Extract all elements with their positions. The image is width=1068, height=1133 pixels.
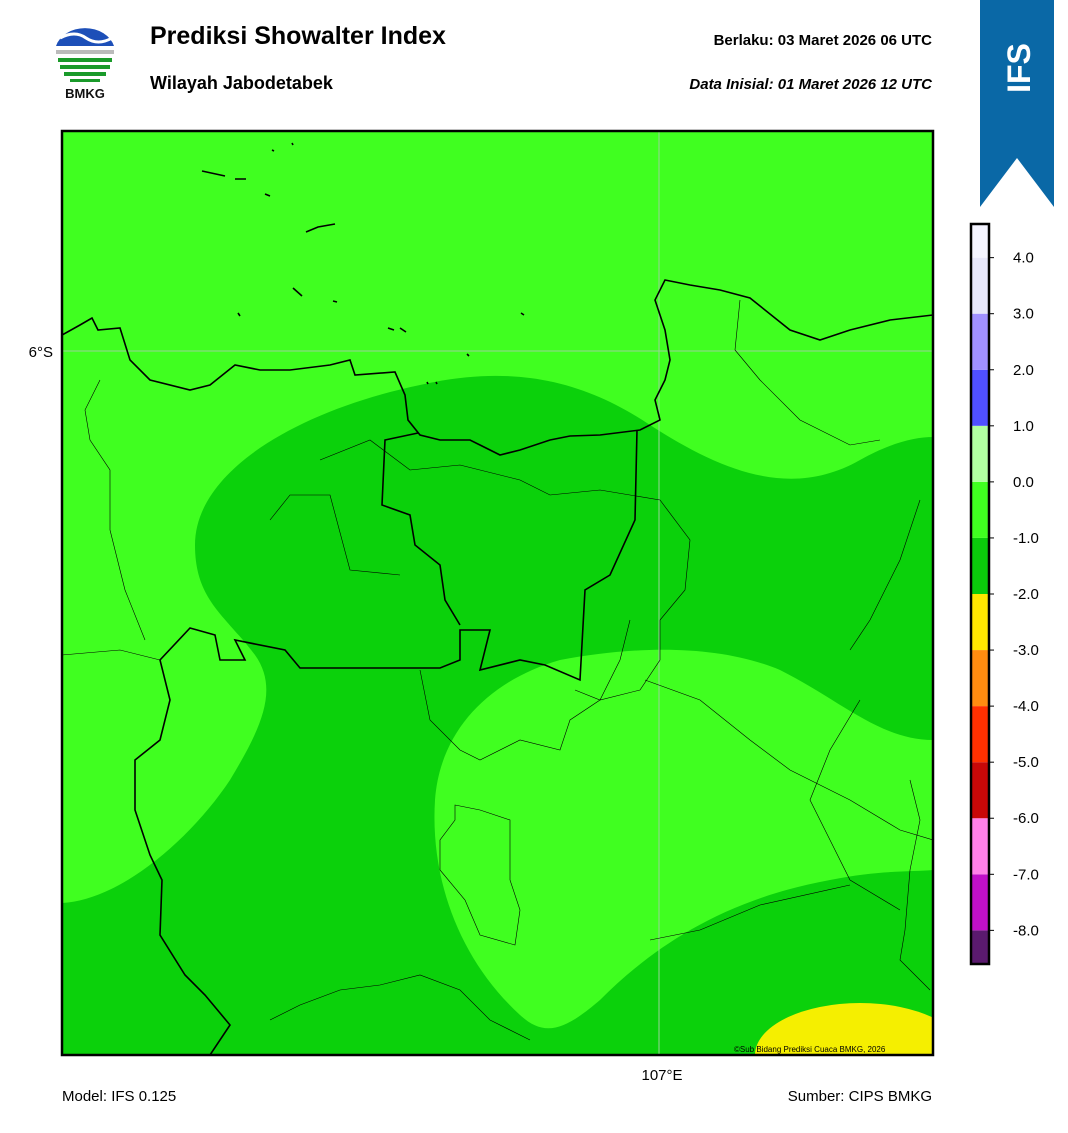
colorbar-tick-label: 4.0 [1013,250,1034,267]
model-info: Model: IFS 0.125 [62,1088,176,1105]
colorbar-tick-label: 0.0 [1013,474,1034,491]
colorbar-tick-label: -5.0 [1013,754,1039,771]
colorbar-tick-label: -3.0 [1013,642,1039,659]
map [62,131,933,1055]
colorbar-tick-label: 3.0 [1013,306,1034,323]
subtitle: Wilayah Jabodetabek [150,73,334,93]
bmkg-logo: BMKG [56,28,114,101]
colorbar-segment [971,369,989,426]
model-badge-text: IFS [1001,43,1037,93]
district-borders [62,299,933,1041]
copyright: ©Sub Bidang Prediksi Cuaca BMKG, 2026 [734,1045,886,1054]
colorbar-segment [971,537,989,594]
colorbar-segment [971,594,989,651]
colorbar-segment [971,650,989,707]
colorbar-tick-label: -6.0 [1013,810,1039,827]
colorbar-segment [971,930,989,964]
contour-dark [62,375,933,1055]
lat-label: 6°S [29,344,53,361]
contour-yellow [755,1003,933,1055]
colorbar-tick-label: -2.0 [1013,586,1039,603]
logo-text: BMKG [65,86,105,101]
islands [201,142,525,385]
map-frame [60,129,935,1057]
colorbar-segment [971,481,989,538]
colorbar-segment [971,706,989,763]
colorbar: 4.0 3.0 2.0 1.0 0.0 -1.0 -2.0 -3.0 -4.0 -5.0 -6.0 -… [969,222,1039,966]
colorbar-segment [971,257,989,314]
province-border [134,429,638,1055]
colorbar-tick-label: -1.0 [1013,530,1039,547]
init-time: Data Inisial: 01 Maret 2026 12 UTC [689,76,933,93]
colorbar-segment [971,762,989,819]
colorbar-tick-label: -7.0 [1013,866,1039,883]
colorbar-segment [971,224,989,258]
colorbar-segment [971,313,989,370]
source-info: Sumber: CIPS BMKG [788,1088,932,1105]
colorbar-segment [971,874,989,931]
title: Prediksi Showalter Index [150,22,446,50]
colorbar-tick-label: 2.0 [1013,362,1034,379]
colorbar-tick-label: -4.0 [1013,698,1039,715]
coastline [62,279,933,456]
colorbar-tick-label: 1.0 [1013,418,1034,435]
colorbar-tick-label: -8.0 [1013,922,1039,939]
lon-label: 107°E [641,1067,682,1084]
colorbar-segment [971,425,989,482]
colorbar-segment [971,818,989,875]
valid-time: Berlaku: 03 Maret 2026 06 UTC [714,32,933,49]
model-badge: IFS [980,0,1054,207]
